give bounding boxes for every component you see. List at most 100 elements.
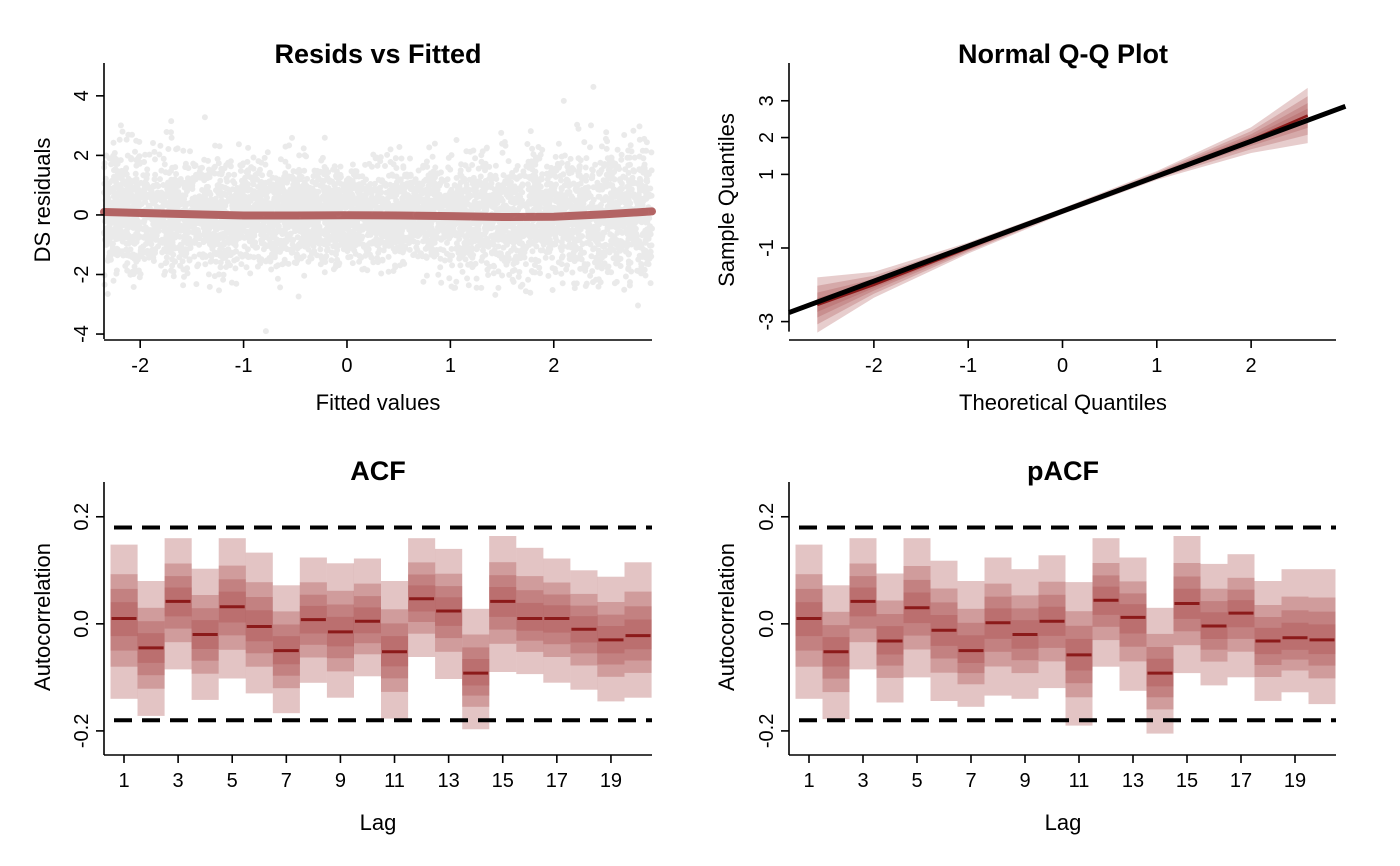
chart-title: Resids vs Fitted <box>274 39 481 69</box>
x-tick-label: 11 <box>384 770 405 792</box>
acf-band-lag-3-1 <box>164 538 192 670</box>
x-axis-label: Theoretical Quantiles <box>959 390 1167 415</box>
x-tick-label: 5 <box>227 770 238 792</box>
x-tick-label: 13 <box>438 770 460 792</box>
x-axis-label: Fitted values <box>316 390 441 415</box>
qq-reference-line <box>788 103 1347 315</box>
y-tick-label: -4 <box>71 325 93 343</box>
y-tick-label: 0.0 <box>71 610 93 638</box>
x-tick-label: 2 <box>1246 355 1257 377</box>
axes: 1 3 5 7 9 11 13 15 17 19-0.20.00.2 <box>756 482 1336 792</box>
acf-band-lag-13-3 <box>1119 593 1147 647</box>
acf-band-lag-19-3 <box>1281 610 1309 660</box>
x-tick-label: 19 <box>1284 770 1306 792</box>
x-tick-label: 1 <box>803 770 814 792</box>
chart-title: Normal Q-Q Plot <box>958 39 1168 69</box>
acf-band-lag-19-4 <box>1281 622 1309 650</box>
x-tick-label: 3 <box>857 770 868 792</box>
smooth-line <box>100 207 656 222</box>
y-tick-label: -2 <box>71 266 93 284</box>
y-axis-label: Autocorrelation <box>30 543 55 691</box>
x-tick-label: 19 <box>600 770 622 792</box>
x-tick-label: 0 <box>1057 355 1068 377</box>
chart-title: ACF <box>350 456 406 486</box>
acf-band-lag-8-2 <box>984 583 1012 667</box>
acf-band-lag-14-1 <box>1146 607 1174 734</box>
y-tick-label: 1 <box>756 169 778 180</box>
acf-band-lag-10-3 <box>353 596 381 644</box>
acf-band-lag-17-1 <box>543 558 571 683</box>
x-tick-label: 9 <box>1019 770 1030 792</box>
y-tick-label: 0 <box>71 209 93 220</box>
y-tick-label: -0.2 <box>71 714 93 748</box>
x-tick-label: 7 <box>281 770 292 792</box>
axes: -2 -1 0 1 2 -4 -2 0 2 4 <box>71 63 652 377</box>
y-axis-label: DS residuals <box>30 138 55 263</box>
scatter-points <box>101 83 656 335</box>
x-tick-label: 5 <box>911 770 922 792</box>
x-tick-label: -2 <box>865 355 883 377</box>
acf-band-lag-20-1 <box>1308 569 1336 705</box>
x-tick-label: 7 <box>965 770 976 792</box>
panel-acf: ACF 1 3 5 7 9 11 13 15 17 19-0.20.00.2 Lag Autoco… <box>30 456 652 835</box>
x-tick-label: 17 <box>1230 770 1252 792</box>
acf-band-lag-11-1 <box>381 581 409 719</box>
acf-bars <box>110 536 652 730</box>
x-tick-label: -1 <box>235 355 253 377</box>
x-axis-label: Lag <box>360 810 397 835</box>
acf-band-lag-3-1 <box>849 538 877 670</box>
y-tick-label: 0.0 <box>756 610 778 638</box>
acf-band-lag-15-2 <box>489 562 517 644</box>
acf-band-lag-4-1 <box>876 573 904 703</box>
acf-band-lag-17-2 <box>1227 577 1255 652</box>
x-tick-label: 15 <box>492 770 514 792</box>
x-tick-label: 1 <box>1151 355 1162 377</box>
acf-band-lag-12-1 <box>1092 538 1120 667</box>
acf-band-lag-13-2 <box>435 573 463 652</box>
x-tick-label: 1 <box>118 770 129 792</box>
acf-band-lag-1-2 <box>110 574 138 667</box>
y-tick-label: -0.2 <box>756 714 778 748</box>
panel-resids-vs-fitted: Resids vs Fitted -2 -1 0 1 2 -4 -2 0 2 4 Fitted v… <box>30 39 656 415</box>
acf-band-lag-8-1 <box>984 557 1012 696</box>
y-tick-label: -3 <box>756 313 778 331</box>
significance-bounds <box>799 525 1336 723</box>
x-tick-label: 15 <box>1176 770 1198 792</box>
y-axis-label: Sample Quantiles <box>714 113 739 287</box>
significance-bounds <box>114 525 652 723</box>
qq-abline <box>788 103 1347 315</box>
acf-band-lag-13-2 <box>1119 581 1147 662</box>
acf-band-lag-6-1 <box>245 552 273 694</box>
x-tick-label: -2 <box>131 355 149 377</box>
acf-band-lag-5-1 <box>218 538 246 679</box>
acf-band-lag-4-2 <box>876 600 904 678</box>
y-tick-label: -1 <box>756 239 778 257</box>
x-axis-label: Lag <box>1045 810 1082 835</box>
acf-band-lag-16-4 <box>516 602 544 631</box>
y-axis-label: Autocorrelation <box>714 543 739 691</box>
acf-band-lag-13-1 <box>1119 557 1147 691</box>
acf-band-lag-14-2 <box>462 634 490 707</box>
x-tick-label: 2 <box>548 355 559 377</box>
smooth-curve <box>100 207 656 222</box>
residual-point <box>101 83 656 335</box>
acf-band-lag-20-3 <box>624 606 652 661</box>
axes: 1 3 5 7 9 11 13 15 17 19-0.20.00.2 <box>71 482 652 792</box>
acf-band-lag-10-1 <box>353 558 381 677</box>
acf-band-lag-14-3 <box>462 647 490 696</box>
x-tick-label: 11 <box>1069 770 1090 792</box>
y-tick-label: 0.2 <box>71 503 93 531</box>
y-tick-label: 3 <box>756 95 778 106</box>
acf-band-lag-20-2 <box>624 591 652 673</box>
x-tick-label: 3 <box>173 770 184 792</box>
acf-band-lag-1-1 <box>110 544 138 699</box>
pacf-bars <box>795 536 1336 734</box>
y-tick-label: 4 <box>71 90 93 101</box>
y-tick-label: 0.2 <box>756 503 778 531</box>
acf-band-lag-16-2 <box>516 576 544 652</box>
acf-band-lag-6-2 <box>245 582 273 667</box>
y-tick-label: 2 <box>756 132 778 143</box>
acf-band-lag-1-2 <box>795 574 823 667</box>
acf-band-lag-17-1 <box>1227 554 1255 678</box>
